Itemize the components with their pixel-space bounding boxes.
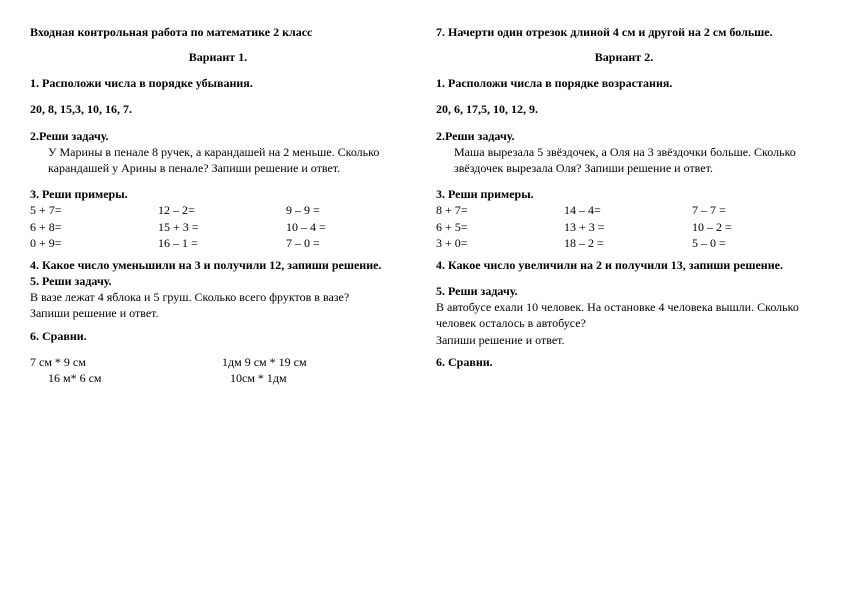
v1-q2-text: У Марины в пенале 8 ручек, а карандашей … [30,144,406,176]
v2-q1-numbers: 20, 6, 17,5, 10, 12, 9. [436,101,812,117]
example-cell: 10 – 4 = [286,219,406,235]
right-column: 7. Начерти один отрезок длиной 4 см и др… [436,24,812,571]
example-cell: 0 + 9= [30,235,150,251]
v1-q4q5: 4. Какое число уменьшили на 3 и получили… [30,257,406,322]
left-column: Входная контрольная работа по математике… [30,24,406,571]
v1-q7-title: 7. Начерти один отрезок длиной 4 см и др… [436,24,812,40]
v2-q5-title: 5. Реши задачу. [436,283,812,299]
example-cell: 10 – 2 = [692,219,812,235]
compare-cell: 16 м* 6 см [30,370,214,386]
v2-q2: 2.Реши задачу. Маша вырезала 5 звёздочек… [436,128,812,177]
example-cell: 7 – 0 = [286,235,406,251]
v1-q2-title: 2.Реши задачу. [30,128,406,144]
compare-cell: 10см * 1дм [222,370,406,386]
example-cell: 7 – 7 = [692,202,812,218]
page-title: Входная контрольная работа по математике… [30,24,406,40]
v1-q5-text1: В вазе лежат 4 яблока и 5 груш. Сколько … [30,289,406,305]
example-cell: 3 + 0= [436,235,556,251]
v1-q6-compare: 7 см * 9 см 1дм 9 см * 19 см 16 м* 6 см … [30,354,406,386]
v2-q3-title: 3. Реши примеры. [436,186,812,202]
example-cell: 18 – 2 = [564,235,684,251]
v2-q5: 5. Реши задачу. В автобусе ехали 10 чело… [436,283,812,348]
v2-q2-text: Маша вырезала 5 звёздочек, а Оля на 3 зв… [436,144,812,176]
variant1-heading: Вариант 1. [30,50,406,65]
v1-q5-title: 5. Реши задачу. [30,273,406,289]
v1-q5-text2: Запиши решение и ответ. [30,305,406,321]
v1-q3-title: 3. Реши примеры. [30,186,406,202]
v1-q3: 3. Реши примеры. 5 + 7= 12 – 2= 9 – 9 = … [30,186,406,251]
example-cell: 6 + 5= [436,219,556,235]
v1-q1-numbers: 20, 8, 15,3, 10, 16, 7. [30,101,406,117]
v2-q3: 3. Реши примеры. 8 + 7= 14 – 4= 7 – 7 = … [436,186,812,251]
v1-q2: 2.Реши задачу. У Марины в пенале 8 ручек… [30,128,406,177]
v2-q1-title: 1. Расположи числа в порядке возрастания… [436,75,812,91]
example-cell: 5 + 7= [30,202,150,218]
example-cell: 15 + 3 = [158,219,278,235]
v2-q4-title: 4. Какое число увеличили на 2 и получили… [436,257,812,273]
v2-q5-text2: Запиши решение и ответ. [436,332,812,348]
example-cell: 5 – 0 = [692,235,812,251]
example-cell: 16 – 1 = [158,235,278,251]
v2-q5-text1: В автобусе ехали 10 человек. На остановк… [436,299,812,331]
example-cell: 6 + 8= [30,219,150,235]
compare-cell: 7 см * 9 см [30,354,214,370]
v2-q2-title: 2.Реши задачу. [436,128,812,144]
example-cell: 14 – 4= [564,202,684,218]
v2-q6-title: 6. Сравни. [436,354,812,370]
v2-q3-examples: 8 + 7= 14 – 4= 7 – 7 = 6 + 5= 13 + 3 = 1… [436,202,812,251]
compare-cell: 1дм 9 см * 19 см [222,354,406,370]
v1-q4-title: 4. Какое число уменьшили на 3 и получили… [30,257,406,273]
example-cell: 9 – 9 = [286,202,406,218]
variant2-heading: Вариант 2. [436,50,812,65]
v1-q1-title: 1. Расположи числа в порядке убывания. [30,75,406,91]
v1-q6-title: 6. Сравни. [30,328,406,344]
example-cell: 12 – 2= [158,202,278,218]
v1-q3-examples: 5 + 7= 12 – 2= 9 – 9 = 6 + 8= 15 + 3 = 1… [30,202,406,251]
example-cell: 13 + 3 = [564,219,684,235]
example-cell: 8 + 7= [436,202,556,218]
